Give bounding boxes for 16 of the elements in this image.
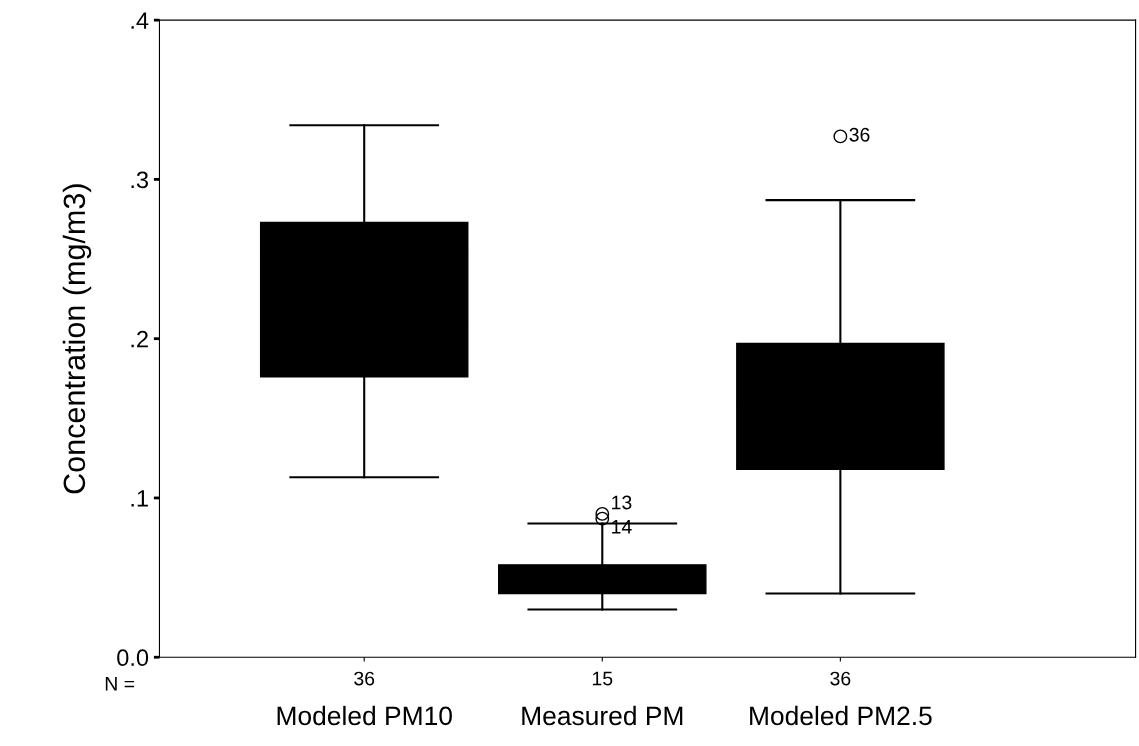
y-tick-label: 0.0 bbox=[117, 649, 149, 667]
annotation: 14 bbox=[612, 520, 632, 534]
x-tick-label: Modeled PM10 bbox=[277, 705, 452, 726]
y-tick-label: .1 bbox=[131, 490, 148, 507]
y-tick-label: .3 bbox=[131, 171, 149, 189]
y-tick-label: .2 bbox=[131, 330, 148, 348]
text: 15 bbox=[592, 671, 613, 686]
text: 36 bbox=[830, 671, 851, 686]
y-axis-title: Concentration (mg/m3) bbox=[62, 184, 92, 494]
text: N = bbox=[105, 677, 135, 691]
y-tick-label: .4 bbox=[131, 12, 149, 29]
x-tick-label: Modeled PM2.5 bbox=[750, 705, 932, 726]
x-tick-label: Measured PM bbox=[522, 705, 683, 726]
annotation: 36 bbox=[849, 127, 870, 142]
text: 36 bbox=[354, 671, 375, 686]
annotation: 13 bbox=[612, 495, 632, 510]
